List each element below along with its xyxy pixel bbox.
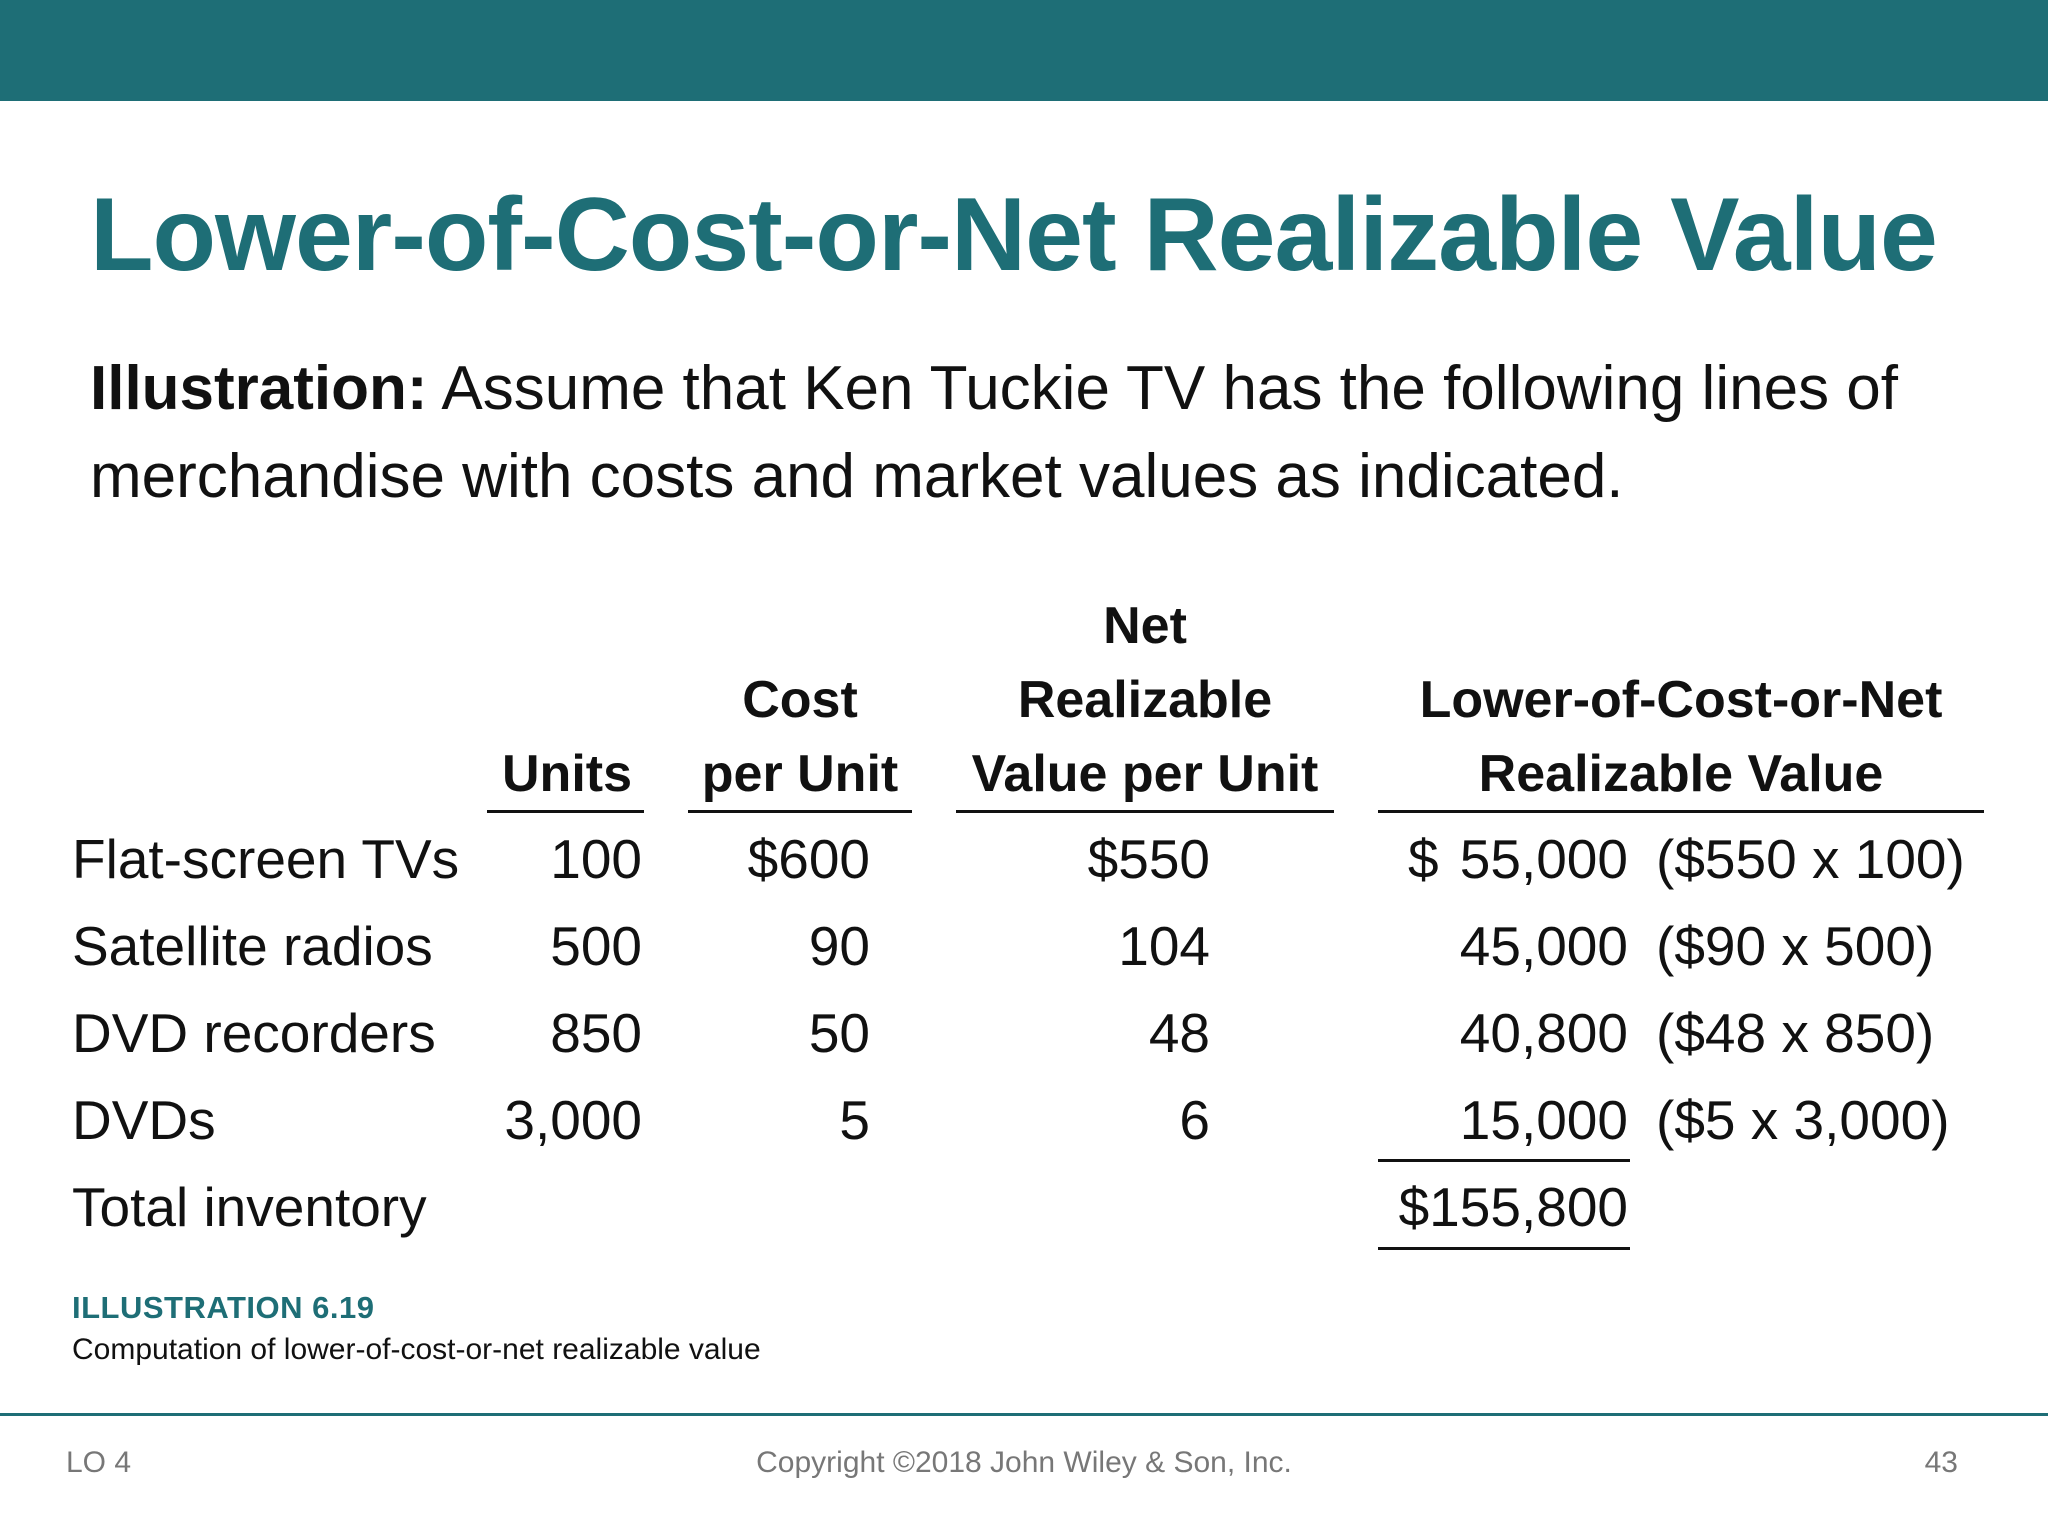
row-value: 15,000	[1459, 1089, 1628, 1151]
footer-divider	[0, 1413, 2048, 1416]
total-value: $155,800	[1398, 1176, 1628, 1238]
header-nrv-line2: Realizable	[1017, 671, 1273, 729]
row-item: Flat-screen TVs	[72, 828, 460, 890]
row-nrv: 48	[1148, 1002, 1210, 1064]
row-calc: ($48 x 850)	[1656, 1002, 1935, 1064]
header-rule-lcnrv	[1378, 810, 1984, 813]
row-value: 45,000	[1459, 915, 1628, 977]
header-rule-units	[487, 810, 644, 813]
row-value: 55,000	[1459, 828, 1628, 890]
header-rule-nrv	[956, 810, 1334, 813]
row-cost: 50	[808, 1002, 870, 1064]
header-lcnrv-line2: Realizable Value	[1478, 745, 1884, 803]
intro-label: Illustration:	[90, 354, 428, 423]
subtotal-rule	[1378, 1159, 1630, 1162]
header-nrv-line1: Net	[1103, 597, 1187, 655]
row-units: 500	[550, 915, 642, 977]
header-units: Units	[502, 745, 632, 803]
header-cost-line1: Cost	[742, 671, 858, 729]
intro-paragraph: Illustration: Assume that Ken Tuckie TV …	[90, 345, 1990, 521]
total-double-rule	[1378, 1247, 1630, 1250]
row-cost: $600	[747, 828, 870, 890]
header-cost-line2: per Unit	[701, 745, 899, 803]
footer-page-number: 43	[1924, 1446, 1958, 1479]
row-nrv: $550	[1087, 828, 1210, 890]
row-value-dollar: $	[1408, 828, 1439, 890]
row-units: 100	[550, 828, 642, 890]
footer-copyright: Copyright ©2018 John Wiley & Son, Inc.	[756, 1446, 1292, 1479]
row-nrv: 104	[1118, 915, 1210, 977]
row-units: 3,000	[504, 1089, 642, 1151]
header-lcnrv-line1: Lower-of-Cost-or-Net	[1419, 671, 1943, 729]
row-cost: 5	[839, 1089, 870, 1151]
row-item: DVDs	[72, 1089, 216, 1151]
header-nrv-line3: Value per Unit	[971, 745, 1319, 803]
row-units: 850	[550, 1002, 642, 1064]
row-nrv: 6	[1179, 1089, 1210, 1151]
row-calc: ($550 x 100)	[1656, 828, 1965, 890]
header-rule-cost	[688, 810, 912, 813]
illustration-caption: Computation of lower-of-cost-or-net real…	[72, 1333, 761, 1366]
row-item: DVD recorders	[72, 1002, 436, 1064]
footer-learning-objective: LO 4	[66, 1446, 132, 1479]
row-cost: 90	[808, 915, 870, 977]
row-item: Satellite radios	[72, 915, 433, 977]
illustration-label: ILLUSTRATION 6.19	[72, 1290, 375, 1325]
row-value: 40,800	[1459, 1002, 1628, 1064]
intro-text: Assume that Ken Tuckie TV has the follow…	[90, 354, 1899, 511]
row-calc: ($90 x 500)	[1656, 915, 1935, 977]
slide-title: Lower-of-Cost-or-Net Realizable Value	[90, 177, 1938, 293]
row-calc: ($5 x 3,000)	[1656, 1089, 1950, 1151]
top-banner	[0, 0, 2048, 101]
total-label: Total inventory	[72, 1176, 427, 1238]
